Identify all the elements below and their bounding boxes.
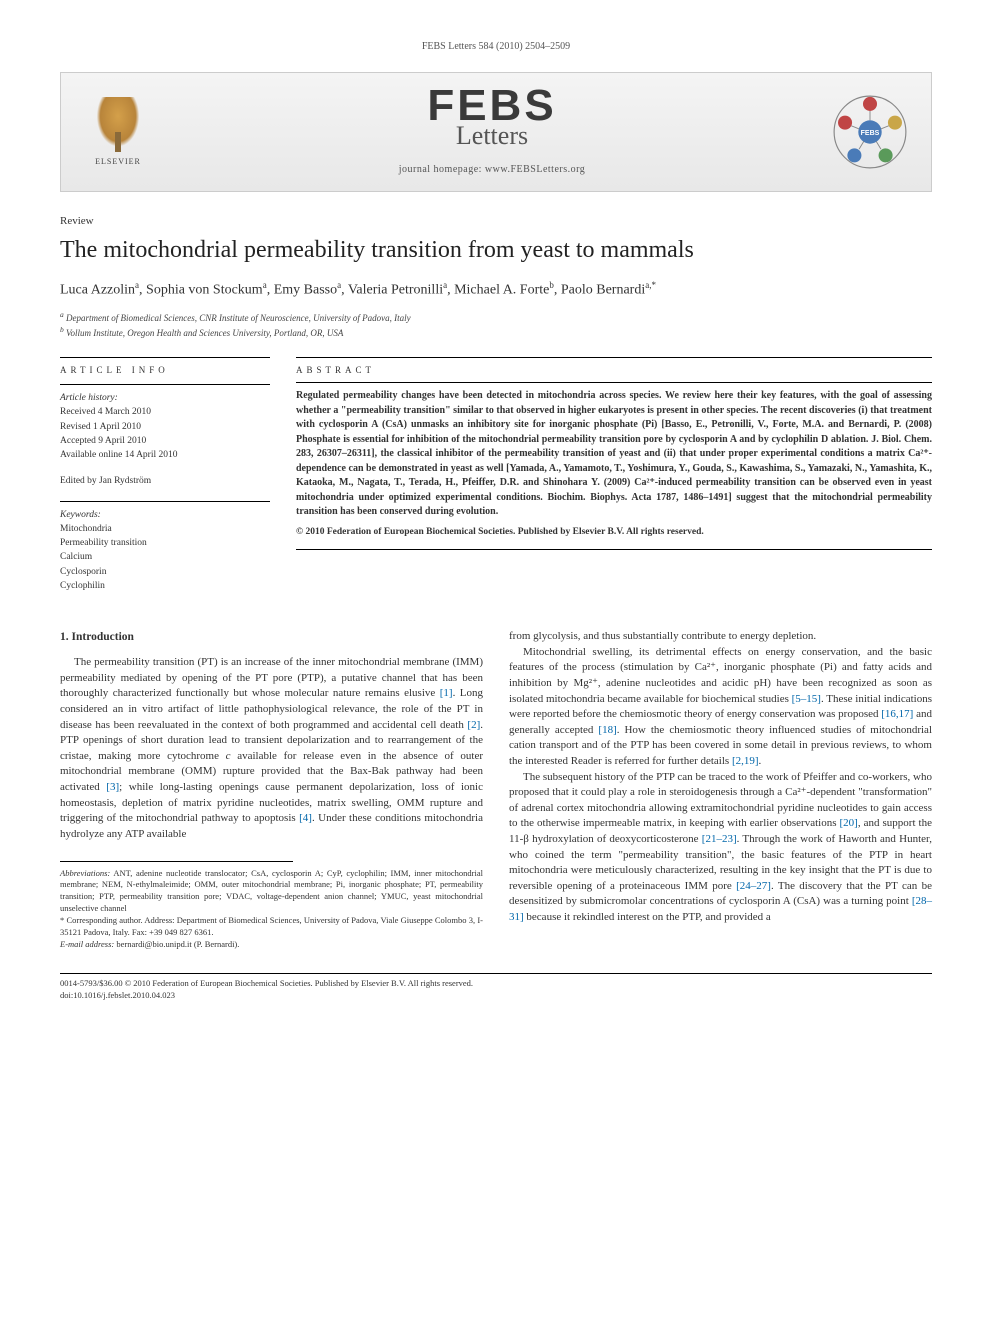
- article-history: Article history: Received 4 March 2010 R…: [60, 391, 270, 462]
- doi-line: doi:10.1016/j.febslet.2010.04.023: [60, 990, 932, 1002]
- paragraph: from glycolysis, and thus substantially …: [509, 629, 932, 645]
- paragraph: The permeability transition (PT) is an i…: [60, 655, 483, 842]
- keyword: Cyclophilin: [60, 579, 270, 593]
- keywords-head: Keywords:: [60, 508, 270, 522]
- svg-text:FEBS: FEBS: [861, 130, 880, 137]
- history-line: Revised 1 April 2010: [60, 420, 270, 434]
- edited-by: Edited by Jan Rydström: [60, 474, 270, 488]
- abstract-copyright: © 2010 Federation of European Biochemica…: [296, 526, 932, 539]
- abbreviations: Abbreviations: ANT, adenine nucleotide t…: [60, 868, 483, 916]
- abstract-label: ABSTRACT: [296, 364, 932, 377]
- body-column-right: from glycolysis, and thus substantially …: [509, 629, 932, 951]
- email-head: E-mail address:: [60, 939, 114, 949]
- abstract-column: ABSTRACT Regulated permeability changes …: [296, 357, 932, 606]
- footnotes: Abbreviations: ANT, adenine nucleotide t…: [60, 868, 483, 951]
- body-text: The permeability transition (PT) is an i…: [60, 655, 483, 842]
- keywords-block: Keywords: Mitochondria Permeability tran…: [60, 508, 270, 594]
- article-info-column: ARTICLE INFO Article history: Received 4…: [60, 357, 270, 606]
- abstract-text: Regulated permeability changes have been…: [296, 389, 932, 520]
- body-text: from glycolysis, and thus substantially …: [509, 629, 932, 926]
- document-type: Review: [60, 214, 932, 229]
- keyword: Mitochondria: [60, 522, 270, 536]
- journal-title-block: FEBS Letters journal homepage: www.FEBSL…: [153, 87, 831, 177]
- elsevier-tree-icon: [93, 97, 143, 152]
- history-line: Accepted 9 April 2010: [60, 434, 270, 448]
- body-columns: 1. Introduction The permeability transit…: [60, 629, 932, 951]
- corresponding: * Corresponding author. Address: Departm…: [60, 915, 483, 939]
- history-line: Available online 14 April 2010: [60, 448, 270, 462]
- info-label: ARTICLE INFO: [60, 364, 270, 377]
- section-heading: 1. Introduction: [60, 629, 483, 645]
- affiliation-a: Department of Biomedical Sciences, CNR I…: [66, 313, 411, 323]
- info-abstract-row: ARTICLE INFO Article history: Received 4…: [60, 357, 932, 606]
- febs-seal-icon: FEBS: [831, 93, 909, 171]
- email-text[interactable]: bernardi@bio.unipd.it (P. Bernardi).: [116, 939, 239, 949]
- journal-logo-sub: Letters: [153, 118, 831, 154]
- abbrev-head: Abbreviations:: [60, 868, 110, 878]
- article-title: The mitochondrial permeability transitio…: [60, 235, 932, 265]
- journal-homepage[interactable]: journal homepage: www.FEBSLetters.org: [153, 163, 831, 177]
- history-head: Article history:: [60, 391, 270, 405]
- history-line: Received 4 March 2010: [60, 405, 270, 419]
- paragraph: Mitochondrial swelling, its detrimental …: [509, 645, 932, 770]
- journal-banner: ELSEVIER FEBS Letters journal homepage: …: [60, 72, 932, 192]
- issn-line: 0014-5793/$36.00 © 2010 Federation of Eu…: [60, 978, 932, 990]
- abbrev-text: ANT, adenine nucleotide translocator; Cs…: [60, 868, 483, 914]
- elsevier-text: ELSEVIER: [95, 156, 141, 167]
- email: E-mail address: bernardi@bio.unipd.it (P…: [60, 939, 483, 951]
- authors: Luca Azzolina, Sophia von Stockuma, Emy …: [60, 279, 932, 300]
- keyword: Cyclosporin: [60, 565, 270, 579]
- affiliation-b: Vollum Institute, Oregon Health and Scie…: [66, 328, 343, 338]
- footer-meta: 0014-5793/$36.00 © 2010 Federation of Eu…: [60, 978, 932, 1002]
- elsevier-logo: ELSEVIER: [83, 92, 153, 172]
- keyword: Calcium: [60, 550, 270, 564]
- body-column-left: 1. Introduction The permeability transit…: [60, 629, 483, 951]
- affiliations: a Department of Biomedical Sciences, CNR…: [60, 310, 932, 340]
- header-citation: FEBS Letters 584 (2010) 2504–2509: [60, 40, 932, 54]
- corr-head: * Corresponding author.: [60, 915, 143, 925]
- paragraph: The subsequent history of the PTP can be…: [509, 770, 932, 926]
- keyword: Permeability transition: [60, 536, 270, 550]
